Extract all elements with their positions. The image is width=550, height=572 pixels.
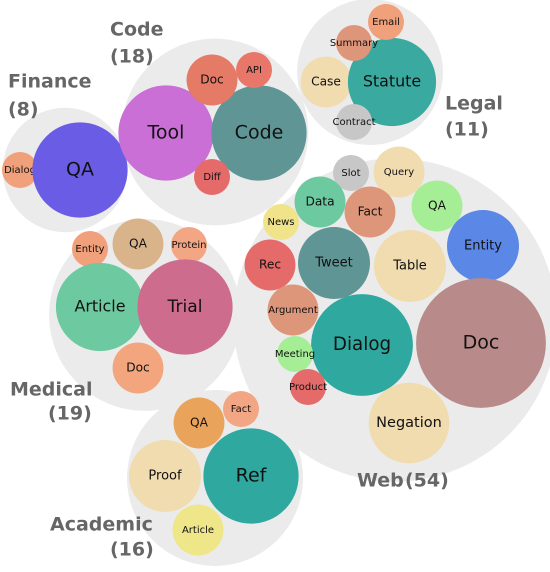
bubble-label: QA: [66, 159, 94, 181]
bubble-label: Rec: [259, 258, 281, 272]
bubble: [373, 146, 425, 198]
bubble-label: Article: [75, 297, 126, 316]
bubble: [368, 382, 450, 464]
group-name: Finance: [8, 71, 92, 93]
group-name: Code: [110, 19, 163, 41]
bubble-label: Negation: [376, 415, 442, 431]
bubble-label: QA: [190, 416, 209, 430]
bubble-label: Article: [182, 525, 214, 536]
bubble: [186, 54, 238, 106]
bubble: [173, 397, 225, 449]
bubble: [300, 56, 352, 108]
bubble: [447, 210, 519, 282]
bubble-label: Doc: [126, 361, 150, 375]
bubble-label: Table: [392, 259, 427, 274]
group-total: (11): [445, 119, 489, 141]
bubble-label: News: [267, 217, 294, 228]
bubble: [344, 186, 396, 238]
bubble-label: Slot: [341, 168, 360, 179]
bubble-label: Argument: [268, 305, 318, 316]
bubble: [129, 440, 201, 512]
bubble-label: Doc: [200, 73, 224, 87]
bubble: [290, 369, 326, 405]
bubble: [333, 155, 369, 191]
group-name: Academic: [50, 514, 153, 536]
bubble: [112, 342, 164, 394]
bubble-label: Dialog: [4, 165, 36, 176]
bubble: [244, 239, 296, 291]
bubble: [32, 122, 128, 218]
bubble: [298, 227, 370, 299]
bubble: [55, 262, 145, 352]
bubble-label: Dialog: [333, 334, 391, 355]
bubble-label: Query: [384, 167, 414, 178]
bubble: [172, 504, 224, 556]
bubble: [236, 52, 272, 88]
bubble: [347, 37, 437, 127]
bubble-label: Code: [235, 122, 284, 144]
bubble: [194, 159, 230, 195]
group-total: (16): [110, 539, 154, 561]
bubble-label: Email: [372, 17, 400, 28]
bubble: [416, 278, 546, 408]
group-name: Web: [357, 470, 404, 492]
bubble: [411, 180, 463, 232]
group-total: (19): [48, 403, 92, 425]
bubble-label: QA: [129, 237, 148, 251]
bubble: [223, 391, 259, 427]
bubble-label: Data: [305, 195, 334, 209]
group-total: (8): [8, 99, 39, 121]
bubble-label: Doc: [463, 332, 500, 354]
bubble-label: Trial: [167, 297, 203, 317]
bubble: [211, 85, 307, 181]
bubble: [2, 152, 38, 188]
bubble: [263, 204, 299, 240]
bubble: [374, 230, 446, 302]
bubble-label: Statute: [363, 72, 421, 91]
group-name: Legal: [445, 93, 503, 115]
bubble-label: Entity: [464, 239, 502, 254]
bubble-label: Summary: [330, 38, 378, 49]
group-name: Medical: [10, 379, 93, 401]
bubble-label: QA: [428, 199, 447, 213]
bubble-label: Tool: [147, 122, 185, 144]
bubble-label: Fact: [358, 205, 383, 219]
bubble: [112, 218, 164, 270]
bubble: [294, 176, 346, 228]
group-total: (54): [405, 470, 449, 492]
bubble-label: Diff: [203, 172, 221, 183]
bubble-label: Fact: [231, 404, 251, 415]
bubble-label: Meeting: [275, 349, 315, 360]
bubble-label: API: [246, 65, 262, 76]
bubble: [171, 227, 207, 263]
bubble: [203, 428, 299, 524]
bubble: [336, 25, 372, 61]
bubble-label: Case: [311, 75, 341, 89]
bubble-label: Contract: [332, 117, 375, 128]
bubble-label: Tweet: [314, 256, 353, 271]
bubble: [311, 294, 413, 396]
group-total: (18): [110, 46, 154, 68]
bubble: [118, 85, 214, 181]
bubble: [336, 104, 372, 140]
bubble: [72, 231, 108, 267]
bubble: [368, 4, 404, 40]
bubble-label: Proof: [148, 469, 182, 484]
bubble-label: Entity: [75, 244, 104, 255]
bubble-label: Ref: [236, 465, 268, 487]
bubble: [267, 284, 319, 336]
bubble-label: Protein: [171, 240, 206, 251]
bubble: [137, 259, 233, 355]
bubble: [277, 336, 313, 372]
bubble-label: Product: [289, 382, 327, 393]
